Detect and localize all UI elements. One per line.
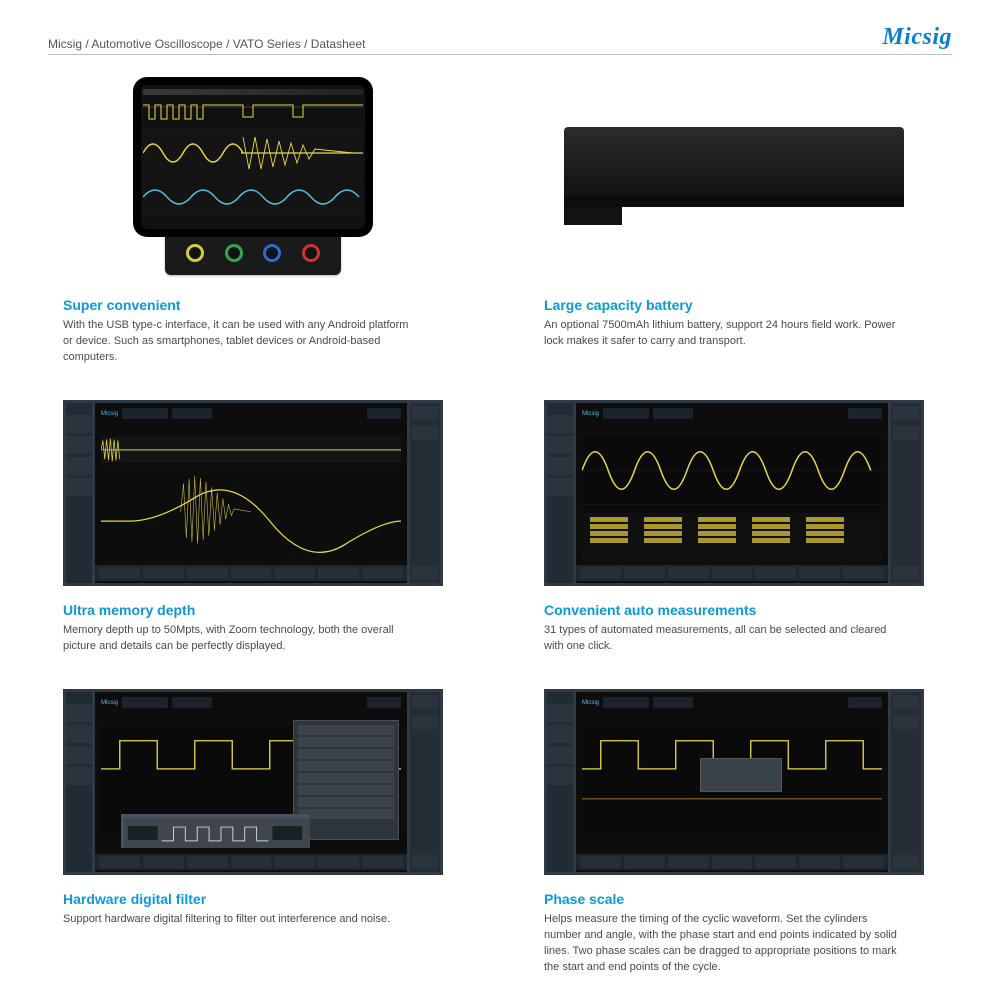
illustration-battery: [544, 71, 924, 281]
feature-desc: Helps measure the timing of the cyclic w…: [544, 912, 899, 976]
breadcrumb: Micsig / Automotive Oscilloscope / VATO …: [48, 37, 365, 51]
screenshot-phase: Micsig: [544, 689, 924, 875]
feature-battery: Large capacity battery An optional 7500m…: [544, 71, 947, 366]
feature-desc: An optional 7500mAh lithium battery, sup…: [544, 318, 899, 350]
screenshot-filter: Micsig: [63, 689, 443, 875]
header-bar: Micsig / Automotive Oscilloscope / VATO …: [48, 24, 952, 55]
screenshot-measure: Micsig: [544, 400, 924, 586]
feature-desc: Support hardware digital filtering to fi…: [63, 912, 418, 928]
feature-desc: With the USB type-c interface, it can be…: [63, 318, 418, 366]
illustration-tablet: [63, 71, 443, 281]
feature-digital-filter: Micsig: [63, 689, 466, 976]
feature-title: Phase scale: [544, 891, 947, 907]
feature-title: Large capacity battery: [544, 297, 947, 313]
screenshot-zoom: Micsig: [63, 400, 443, 586]
feature-title: Ultra memory depth: [63, 602, 466, 618]
feature-title: Hardware digital filter: [63, 891, 466, 907]
feature-phase-scale: Micsig Phase scale Helps measure: [544, 689, 947, 976]
phase-dialog: [700, 758, 782, 792]
feature-auto-measure: Micsig: [544, 400, 947, 655]
feature-desc: Memory depth up to 50Mpts, with Zoom tec…: [63, 623, 418, 655]
feature-title: Convenient auto measurements: [544, 602, 947, 618]
feature-title: Super convenient: [63, 297, 466, 313]
brand-logo: Micsig: [882, 24, 952, 51]
feature-memory-depth: Micsig: [63, 400, 466, 655]
feature-super-convenient: Super convenient With the USB type-c int…: [63, 71, 466, 366]
zoom-strip: [121, 814, 309, 848]
measurement-readout: [582, 513, 882, 561]
feature-desc: 31 types of automated measurements, all …: [544, 623, 899, 655]
features-grid: Super convenient With the USB type-c int…: [63, 71, 947, 975]
